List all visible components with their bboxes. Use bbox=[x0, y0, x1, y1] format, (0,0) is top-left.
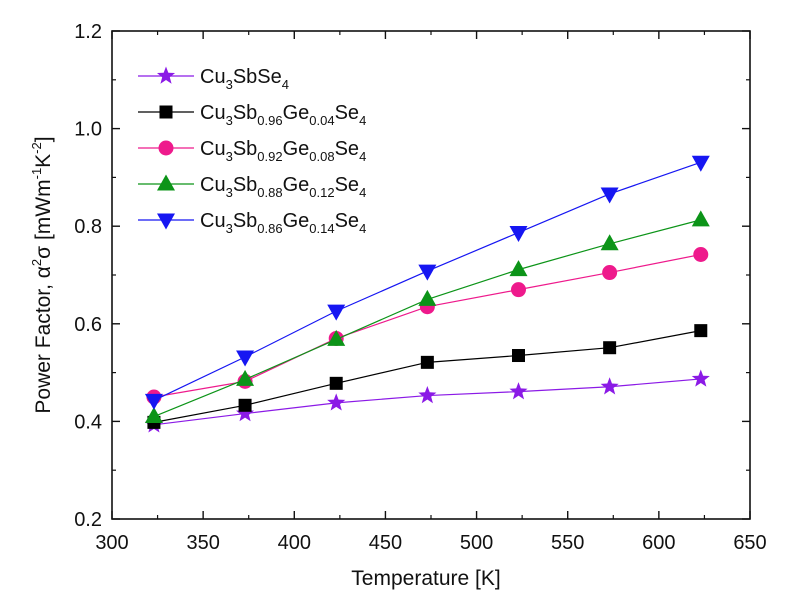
legend: Cu3SbSe4 Cu3Sb0.96Ge0.04Se4 Cu3Sb0.92Ge0.0… bbox=[138, 66, 366, 236]
legend-entry-4: Cu3Sb0.88Ge0.12Se4 bbox=[138, 174, 366, 200]
axes-layer: 300 350 400 450 500 550 600 650 0.2 0.4 0.6 0.8 1.0 1… bbox=[74, 21, 767, 554]
y-tick-label: 1.2 bbox=[74, 21, 102, 43]
legend-label: Cu3Sb0.86Ge0.14Se4 bbox=[200, 210, 366, 236]
triangle-down-marker bbox=[157, 213, 175, 230]
triangle-down-marker bbox=[418, 264, 437, 281]
circle-marker bbox=[693, 247, 709, 263]
square-marker bbox=[159, 105, 173, 119]
series-2 bbox=[147, 324, 708, 429]
square-marker bbox=[603, 341, 617, 355]
x-axis-title: Temperature [K] bbox=[351, 567, 500, 590]
x-tick-label: 300 bbox=[95, 532, 128, 554]
star-marker bbox=[509, 382, 528, 400]
x-tick-label: 600 bbox=[642, 532, 675, 554]
square-marker bbox=[420, 355, 434, 369]
star-marker bbox=[418, 386, 437, 404]
x-tick-label: 650 bbox=[733, 532, 766, 554]
y-tick-label: 0.8 bbox=[74, 216, 102, 238]
y-tick-label: 0.2 bbox=[74, 509, 102, 531]
series-layer bbox=[144, 155, 710, 433]
y-tick-label: 0.6 bbox=[74, 314, 102, 336]
triangle-down-marker bbox=[600, 187, 619, 204]
square-marker bbox=[511, 349, 525, 363]
legend-label: Cu3Sb0.96Ge0.04Se4 bbox=[200, 102, 366, 128]
triangle-down-marker bbox=[144, 393, 163, 410]
legend-entry-1: Cu3SbSe4 bbox=[138, 66, 289, 92]
triangle-down-marker bbox=[509, 226, 528, 243]
legend-label: Cu3Sb0.92Ge0.08Se4 bbox=[200, 138, 366, 164]
x-tick-label: 450 bbox=[369, 532, 402, 554]
square-marker bbox=[694, 324, 708, 338]
triangle-down-marker bbox=[236, 350, 255, 367]
legend-entry-5: Cu3Sb0.86Ge0.14Se4 bbox=[138, 210, 366, 236]
series-5 bbox=[144, 155, 710, 410]
circle-marker bbox=[510, 282, 526, 298]
series-4 bbox=[144, 210, 710, 424]
x-tick-label: 400 bbox=[278, 532, 311, 554]
x-tick-label: 350 bbox=[186, 532, 219, 554]
triangle-up-marker bbox=[691, 210, 710, 227]
square-marker bbox=[238, 398, 252, 412]
square-marker bbox=[329, 376, 343, 390]
triangle-up-marker bbox=[509, 260, 528, 277]
triangle-up-marker bbox=[418, 289, 437, 306]
y-tick-label: 1.0 bbox=[74, 119, 102, 141]
star-marker bbox=[600, 377, 619, 395]
x-tick-label: 550 bbox=[551, 532, 584, 554]
circle-marker bbox=[602, 265, 618, 281]
triangle-up-marker bbox=[236, 369, 255, 386]
circle-marker bbox=[158, 140, 174, 156]
legend-label: Cu3Sb0.88Ge0.12Se4 bbox=[200, 174, 366, 200]
y-axis-title: Power Factor, α2σ [mWm-1K-2] bbox=[29, 136, 55, 413]
star-marker bbox=[236, 404, 255, 422]
triangle-up-marker bbox=[157, 174, 175, 191]
star-marker bbox=[327, 393, 346, 411]
star-marker bbox=[691, 369, 710, 387]
star-marker bbox=[156, 66, 176, 84]
legend-label: Cu3SbSe4 bbox=[200, 66, 289, 92]
y-tick-label: 0.4 bbox=[74, 411, 102, 433]
triangle-down-marker bbox=[327, 304, 346, 321]
triangle-up-marker bbox=[327, 329, 346, 346]
legend-entry-2: Cu3Sb0.96Ge0.04Se4 bbox=[138, 102, 366, 128]
x-tick-label: 500 bbox=[460, 532, 493, 554]
triangle-down-marker bbox=[691, 155, 710, 172]
triangle-up-marker bbox=[144, 407, 163, 424]
triangle-up-marker bbox=[600, 234, 619, 251]
legend-entry-3: Cu3Sb0.92Ge0.08Se4 bbox=[138, 138, 366, 164]
